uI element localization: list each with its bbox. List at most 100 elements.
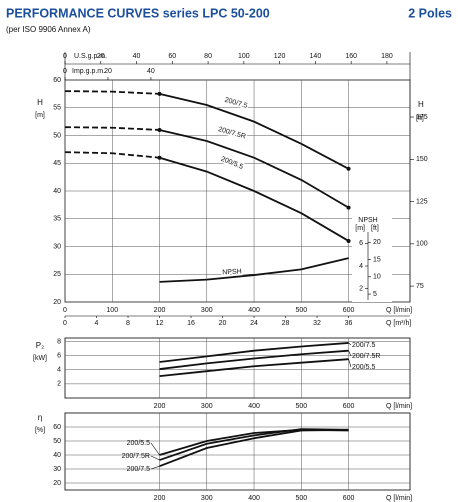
series-label: 200/7.5 [127, 466, 150, 473]
x-axis-label: Q [l/min] [386, 307, 412, 314]
x2-tick-label: 36 [345, 320, 353, 327]
x-tick-label: 100 [106, 307, 118, 314]
leader-line [348, 359, 352, 368]
x-tick-label: 500 [295, 307, 307, 314]
x3-tick-label: 120 [274, 53, 286, 60]
leader-line [150, 442, 160, 456]
y-tick-label: 50 [53, 132, 61, 139]
leader-line [150, 455, 160, 461]
x-tick-label: 400 [248, 403, 260, 410]
x2-tick-label: 16 [187, 320, 195, 327]
series-line [159, 156, 350, 242]
x3-tick-label: 160 [345, 53, 357, 60]
y-axis-unit: [%] [35, 427, 45, 434]
x4-tick-label: 0 [63, 68, 67, 75]
x-tick-label: 600 [343, 307, 355, 314]
y2-axis-unit: [ft] [416, 115, 424, 122]
y-tick-label: 40 [53, 452, 61, 459]
point-marker [157, 91, 162, 96]
y2-tick-label: 100 [416, 241, 428, 248]
x-tick-label: 500 [295, 403, 307, 410]
x-tick-label: 400 [248, 307, 260, 314]
npsh-axis-unit: [m] [355, 225, 365, 232]
y-tick-label: 4 [57, 367, 61, 374]
y2-tick-label: 175 [416, 114, 428, 121]
x3-tick-label: 0 [63, 53, 67, 60]
y-tick-label: 8 [57, 338, 61, 345]
npsh-ft-tick-label: 15 [373, 256, 381, 263]
y-tick-label: 20 [53, 299, 61, 306]
x3-tick-label: 100 [238, 53, 250, 60]
x-tick-label: 200 [154, 307, 166, 314]
series-line [159, 349, 349, 370]
x2-tick-label: 4 [95, 320, 99, 327]
y-tick-label: 6 [57, 352, 61, 359]
series-label: 200/5.5 [127, 440, 150, 447]
npsh-tick-label: 4 [359, 263, 363, 270]
x4-axis-label: Imp.g.p.m. [72, 68, 105, 75]
y-tick-label: 2 [57, 381, 61, 388]
x3-tick-label: 40 [133, 53, 141, 60]
x-tick-label: 500 [295, 495, 307, 502]
npsh-ft-tick-label: 5 [373, 291, 377, 298]
npsh-axis-unit-ft: [ft] [371, 225, 379, 232]
leader-line [348, 350, 352, 357]
x2-tick-label: 20 [219, 320, 227, 327]
chart-title: PERFORMANCE CURVES series LPC 50-200 [6, 6, 270, 20]
y2-tick-label: 125 [416, 198, 428, 205]
series-label: 200/7.5R [122, 453, 150, 460]
y-tick-label: 55 [53, 105, 61, 112]
x4-tick-label: 40 [147, 68, 155, 75]
x3-axis-label: U.S.g.p.m. [74, 53, 107, 60]
point-marker [346, 166, 351, 171]
y-tick-label: 30 [53, 466, 61, 473]
x-tick-label: 300 [201, 495, 213, 502]
y-tick-label: 60 [53, 77, 61, 84]
x-tick-label: 0 [63, 307, 67, 314]
x3-tick-label: 60 [168, 53, 176, 60]
x-tick-label: 200 [154, 495, 166, 502]
series-line [159, 92, 349, 170]
subtitle: (per ISO 9906 Annex A) [6, 25, 91, 34]
poles: 2 Poles [408, 6, 452, 20]
series-label: 200/7.5 [352, 342, 375, 349]
leader-line [150, 465, 160, 470]
x-tick-label: 400 [248, 495, 260, 502]
point-marker [346, 238, 351, 243]
x3-tick-label: 180 [381, 53, 393, 60]
npsh-axis-label: NPSH [358, 217, 377, 224]
x-tick-label: 600 [343, 403, 355, 410]
npsh-ft-tick-label: 10 [373, 274, 381, 281]
y-tick-label: 25 [53, 271, 61, 278]
y-axis-label: η [38, 413, 42, 422]
y2-tick-label: 150 [416, 156, 428, 163]
point-marker [157, 127, 162, 132]
leader-line [348, 342, 352, 346]
npsh-ft-tick-label: 20 [373, 239, 381, 246]
y-tick-label: 35 [53, 216, 61, 223]
series-line [159, 257, 349, 283]
y-axis-label: H [37, 98, 43, 107]
y-tick-label: 60 [53, 424, 61, 431]
x-tick-label: 300 [201, 403, 213, 410]
y2-tick-label: 75 [416, 283, 424, 290]
x2-tick-label: 12 [156, 320, 164, 327]
y-tick-label: 50 [53, 438, 61, 445]
x2-tick-label: 8 [126, 320, 130, 327]
point-marker [346, 205, 351, 210]
x-tick-label: 200 [154, 403, 166, 410]
x4-tick-label: 20 [104, 68, 112, 75]
y2-axis-label: H [418, 100, 424, 109]
npsh-tick-label: 6 [359, 240, 363, 247]
series-line [159, 129, 350, 209]
series-label: NPSH [222, 268, 242, 276]
point-marker [157, 155, 162, 160]
y-tick-label: 45 [53, 160, 61, 167]
series-label: 200/7.5R [352, 353, 380, 360]
x2-tick-label: 28 [282, 320, 290, 327]
x3-tick-label: 20 [97, 53, 105, 60]
npsh-tick-label: 2 [359, 286, 363, 293]
y-tick-label: 30 [53, 243, 61, 250]
x-tick-label: 300 [201, 307, 213, 314]
